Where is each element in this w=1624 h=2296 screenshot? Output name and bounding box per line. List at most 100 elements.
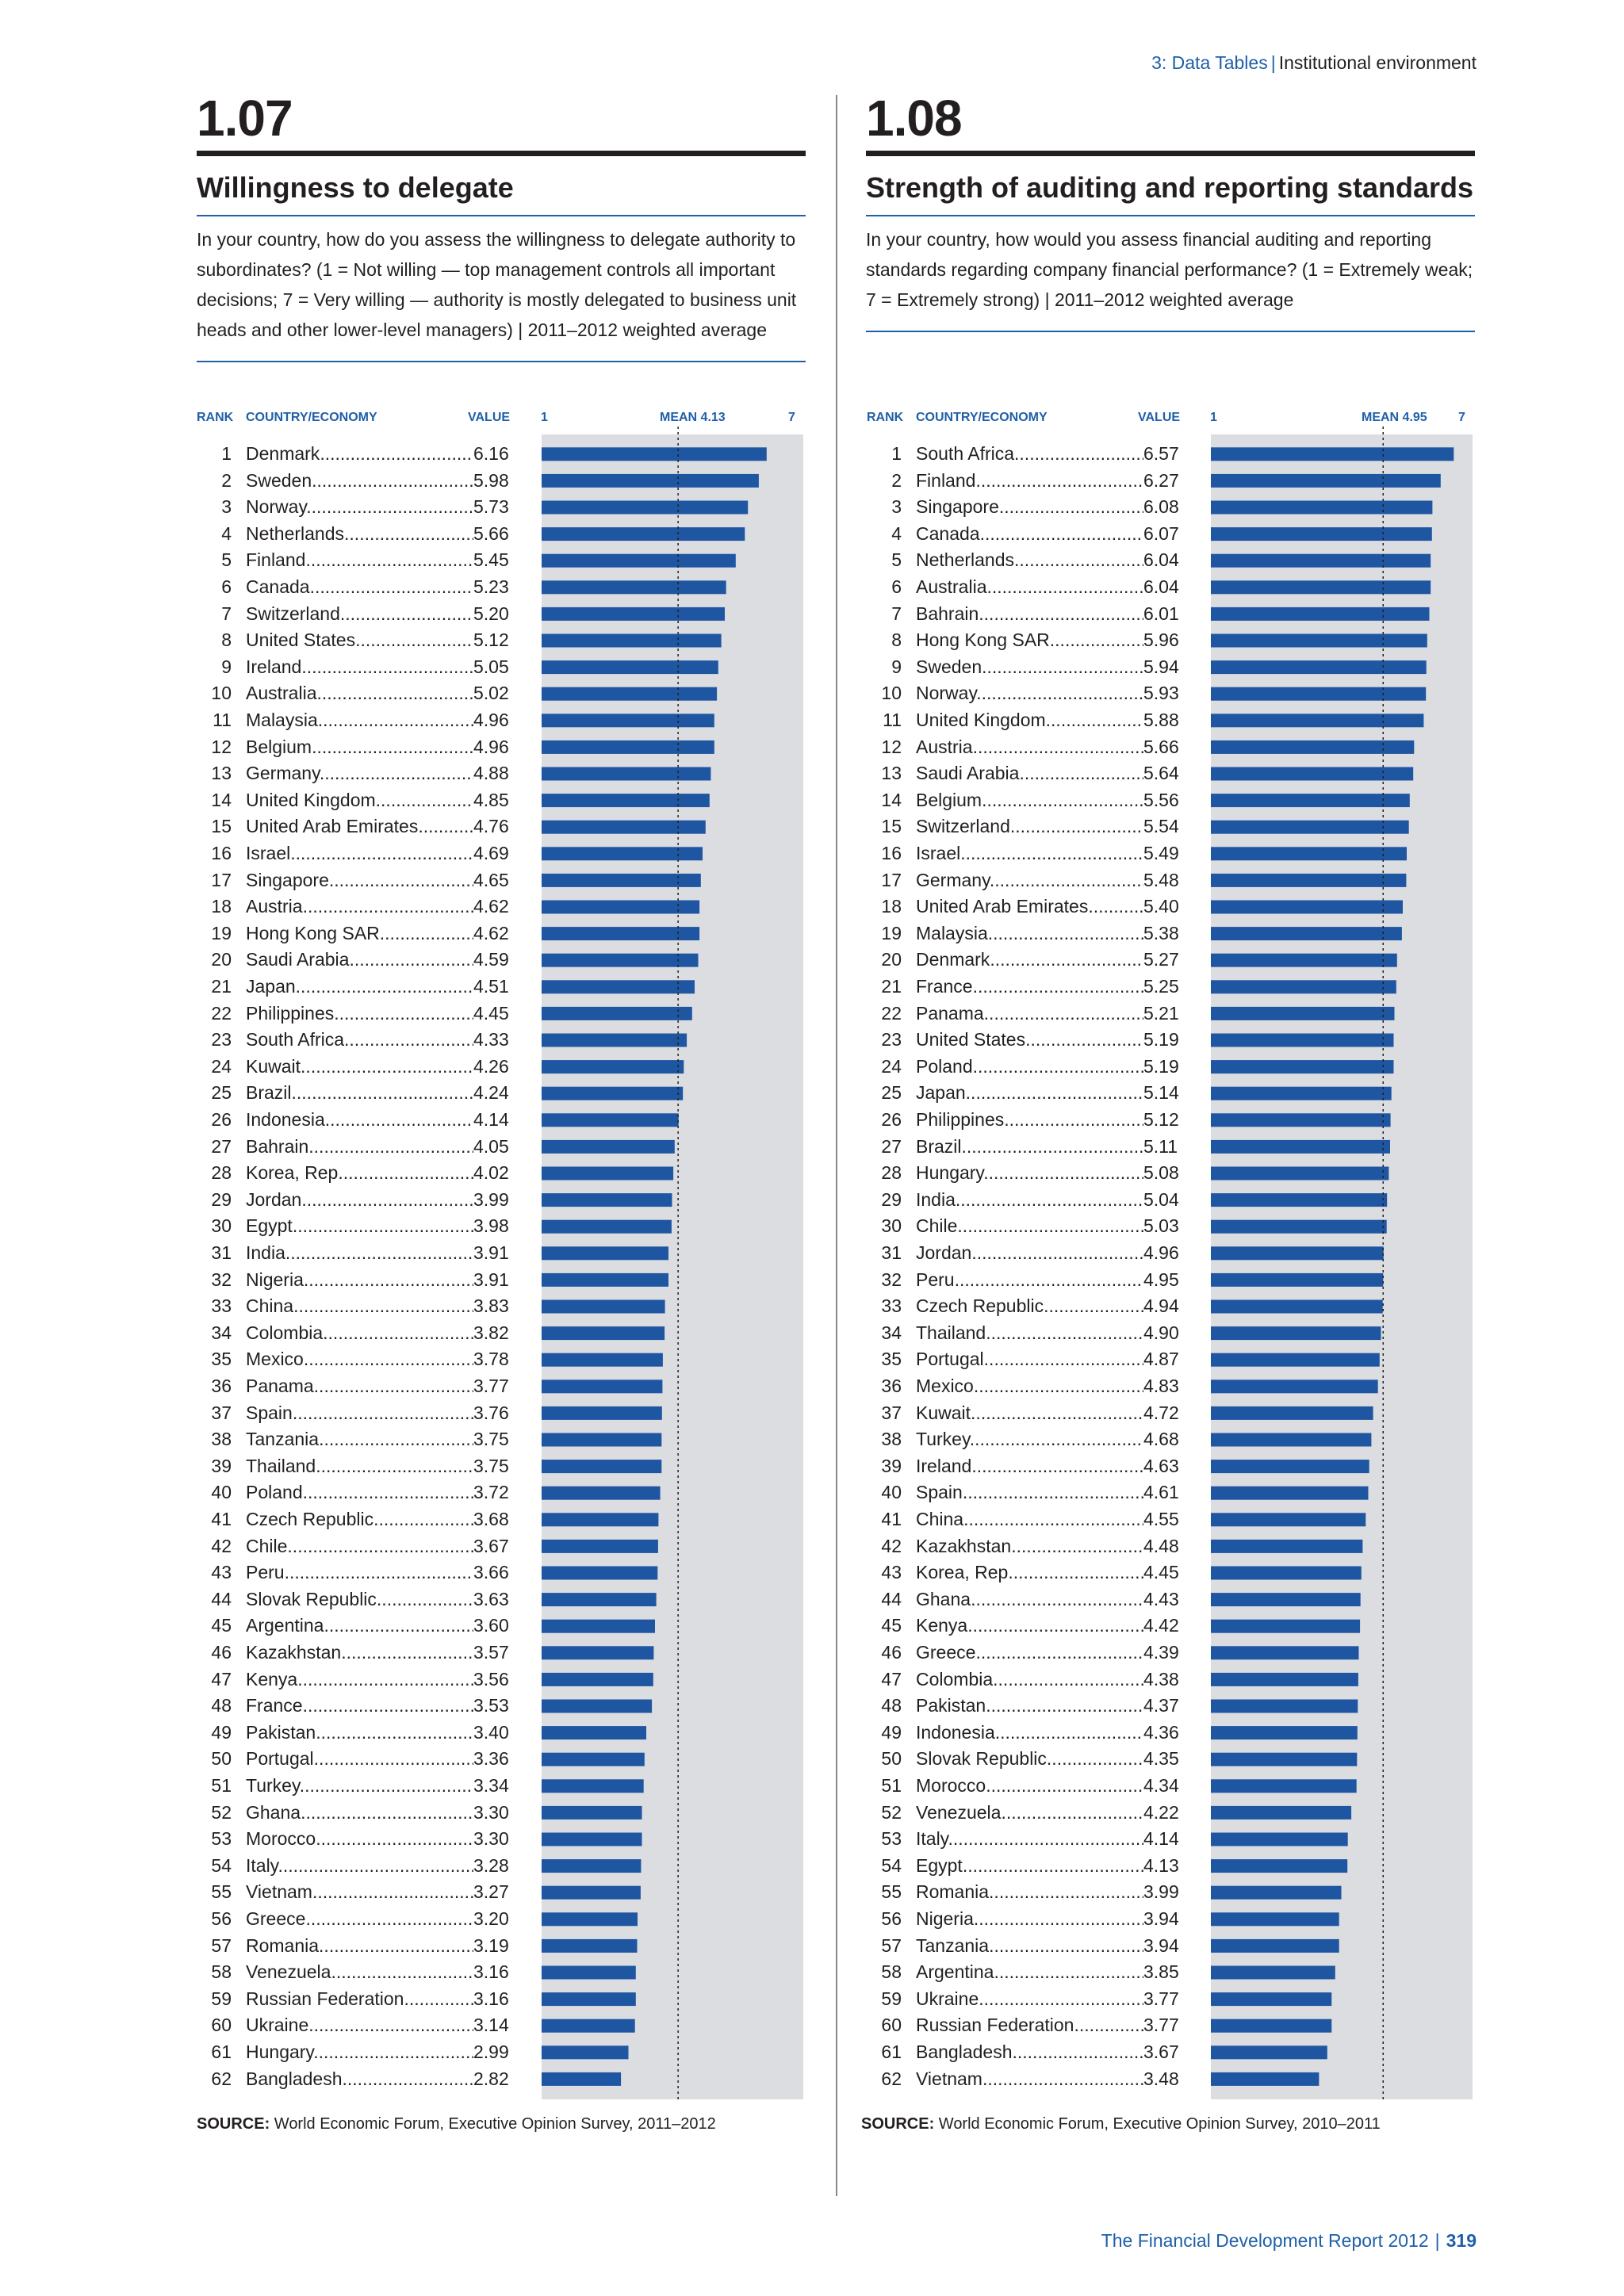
dot-leader: ........................................… [989,1881,1143,1903]
table-row: 32 Peru..................................… [0,1267,1624,1294]
rank-cell: 4 [891,522,902,544]
value-cell: 4.14 [473,1109,509,1130]
country-name: Morocco [916,1775,986,1796]
country-cell: Australia...............................… [916,574,1143,601]
country-name: United Arab Emirates [246,816,419,837]
axis-min-label: 1 [1210,411,1217,424]
bar [542,740,714,754]
table-row: 40 Spain.................................… [0,1479,1624,1506]
bar [542,714,714,728]
rank-cell: 50 [211,1748,232,1770]
table-row: 24 Kuwait................................… [0,1054,1624,1081]
country-name: Nigeria [246,1269,304,1290]
table-row: 36 Mexico................................… [0,1373,1624,1400]
rank-cell: 16 [211,843,232,863]
table-row: 54 Italy.................................… [0,1853,1624,1880]
bar [1211,1539,1363,1553]
table-row: 47 Colombia..............................… [0,1667,1624,1693]
country-cell: Denmark.................................… [246,441,473,468]
value-cell: 3.53 [473,1695,509,1716]
bar [1211,687,1427,701]
table-row: 50 Portugal..............................… [0,1746,1624,1773]
country-cell: Argentina...............................… [916,1959,1143,1986]
country-name: Morocco [246,1828,316,1850]
value-cell: 4.13 [1143,1854,1179,1876]
value-cell: 5.25 [1143,976,1179,997]
country-cell: Pakistan................................… [916,1693,1143,1720]
country-name: Turkey [916,1429,970,1450]
table-row: 62 Bangladesh............................… [0,2066,1624,2093]
dot-leader: ........................................… [324,1109,473,1130]
bar [542,1299,665,1314]
country-name: United States [916,1029,1026,1050]
country-name: Korea, Rep. [246,1162,343,1184]
table-row: 60 Russian Federation....................… [0,2012,1624,2039]
country-name: Kazakhstan [916,1535,1012,1556]
country-name: Brazil [246,1082,292,1104]
bar [1211,1752,1358,1766]
country-name: Finland [246,549,306,571]
value-cell: 6.04 [1143,549,1179,571]
country-cell: Poland..................................… [916,1054,1143,1081]
rank-cell: 55 [211,1881,232,1903]
country-cell: Egypt...................................… [246,1213,473,1240]
value-cell: 4.42 [1143,1615,1179,1636]
bar [1211,1779,1357,1793]
dot-leader: ........................................… [979,603,1143,624]
bar [542,687,718,701]
value-cell: 4.95 [1143,1269,1179,1290]
dot-leader: ........................................… [323,1322,473,1343]
country-cell: Ukraine.................................… [246,2012,473,2039]
bar [1211,1060,1394,1074]
rank-cell: 11 [213,710,232,730]
rank-cell: 37 [881,1402,902,1423]
country-cell: Finland.................................… [916,468,1143,495]
rank-cell: 14 [211,789,232,810]
value-cell: 3.27 [473,1881,509,1903]
rank-cell: 24 [211,1055,232,1077]
table-row: 21 France................................… [0,974,1624,1001]
rank-cell: 25 [211,1082,232,1104]
table-row: 44 Slovak Republic.......................… [0,1586,1624,1613]
bar [1211,1965,1335,1980]
value-cell: 6.07 [1143,522,1179,544]
dot-leader: ........................................… [302,896,473,917]
rank-cell: 31 [881,1242,902,1263]
country-cell: Mexico..................................… [246,1346,473,1373]
dot-leader: ........................................… [334,1002,473,1024]
value-cell: 3.34 [473,1775,509,1796]
table-row: 41 Czech Republic........................… [0,1506,1624,1533]
country-name: Finland [916,469,976,491]
country-name: Australia [246,683,317,704]
table-row: 33 Czech Republic........................… [0,1293,1624,1320]
value-cell: 5.48 [1143,869,1179,890]
bar [1211,1486,1369,1500]
rank-cell: 7 [221,603,232,624]
dot-leader: ........................................… [316,1455,473,1476]
dot-leader: ........................................… [301,1055,473,1077]
country-name: Philippines [246,1002,335,1024]
country-cell: Italy...................................… [916,1826,1143,1853]
country-name: Russian Federation [916,2015,1074,2036]
dot-leader: ........................................… [967,1615,1143,1636]
table-row: 51 Morocco...............................… [0,1773,1624,1800]
dot-leader: ........................................… [1004,1109,1143,1130]
rank-cell: 35 [211,1349,232,1370]
country-cell: Germany.................................… [246,760,473,787]
country-cell: Tanzania................................… [246,1426,473,1453]
bar [1211,1646,1359,1660]
rank-cell: 16 [881,843,902,863]
dot-leader: ........................................… [1013,1562,1143,1583]
country-cell: Spain...................................… [916,1479,1143,1506]
dot-leader: ........................................… [287,1535,473,1556]
country-cell: United States...........................… [916,1027,1143,1054]
table-row: 53 Italy.................................… [0,1826,1624,1853]
country-cell: Turkey..................................… [916,1426,1143,1453]
dot-leader: ........................................… [1044,1295,1143,1317]
dot-leader: ........................................… [292,1402,473,1423]
bar [542,527,745,541]
country-name: Hungary [916,1162,984,1184]
value-cell: 3.19 [473,1934,509,1956]
dot-leader: ........................................… [1074,2015,1143,2036]
dot-leader: ........................................… [989,869,1143,890]
